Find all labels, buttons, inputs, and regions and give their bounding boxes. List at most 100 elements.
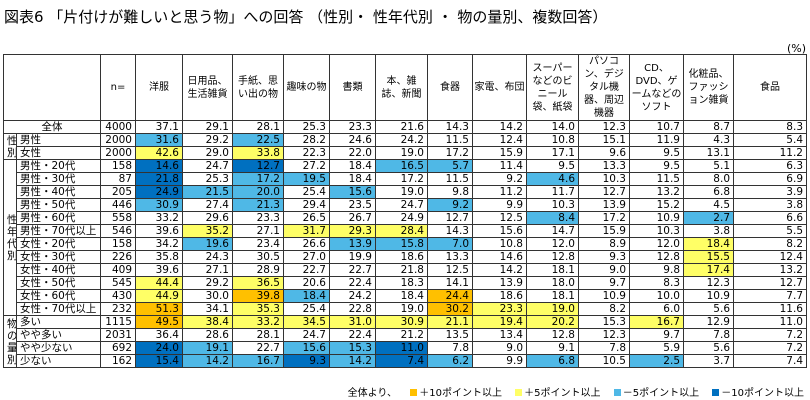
table-cell: 29.2	[182, 133, 233, 147]
table-cell: 24.4	[427, 289, 473, 303]
table-cell: 8.3	[733, 120, 807, 134]
table-cell: 6.0	[629, 302, 684, 316]
table-cell: 25.4	[283, 302, 330, 316]
legend-prefix: 全体より、	[347, 388, 398, 399]
table-cell: 9.0	[472, 341, 527, 355]
table-cell: 692	[100, 341, 136, 355]
table-cell: 5.4	[733, 133, 807, 147]
table-cell: 29.4	[283, 198, 330, 212]
table-cell: 44.9	[135, 289, 183, 303]
table-cell: 17.4	[683, 263, 734, 277]
table-cell: 23.3	[472, 302, 527, 316]
table-cell: 10.9	[629, 211, 684, 225]
table-cell: 21.8	[135, 172, 183, 186]
table-cell: 21.1	[427, 315, 473, 329]
table-cell: 10.3	[578, 172, 630, 186]
row-label: 女性・70代以上	[16, 302, 101, 316]
table-cell: 28.4	[375, 224, 428, 238]
legend-item-0: ＋10ポイント以上	[400, 388, 502, 399]
table-cell: 28.9	[232, 263, 284, 277]
table-cell: 15.6	[472, 224, 527, 238]
table-cell: 28.1	[232, 120, 284, 134]
table-cell: 30.5	[232, 250, 284, 264]
table-cell: 22.5	[232, 133, 284, 147]
table-cell: 87	[100, 172, 136, 186]
table-cell: 10.9	[683, 289, 734, 303]
table-cell: 30.9	[375, 315, 428, 329]
table-cell: 27.1	[182, 263, 233, 277]
column-header: 日用品、生活雑貨	[182, 54, 233, 121]
row-label: 男性・60代	[16, 211, 101, 225]
table-cell: 9.8	[629, 263, 684, 277]
table-cell: 2000	[100, 133, 136, 147]
table-cell: 28.6	[182, 328, 233, 342]
table-cell: 12.7	[232, 159, 284, 173]
table-cell: 31.0	[329, 315, 376, 329]
table-body: 全体 4000 37.1 29.1 28.1 25.3 23.3 21.6 14.3 14.2 14…	[3, 120, 807, 368]
row-label: 女性・20代	[16, 237, 101, 251]
table-cell: 9.5	[629, 159, 684, 173]
table-cell: 7.7	[733, 289, 807, 303]
table-cell: 14.6	[472, 250, 527, 264]
table-cell: 22.4	[329, 328, 376, 342]
column-header: 洋服	[135, 54, 183, 121]
table-cell: 11.6	[733, 302, 807, 316]
column-header: 本、雑誌、新聞	[375, 54, 428, 121]
table-cell: 12.0	[629, 237, 684, 251]
table-cell: 14.2	[329, 354, 376, 368]
column-header: 化粧品、ファッション雑貨	[683, 54, 734, 121]
table-cell: 17.2	[232, 172, 284, 186]
table-cell: 10.0	[629, 289, 684, 303]
row-label: 女性・30代	[16, 250, 101, 264]
table-cell: 16.7	[629, 315, 684, 329]
table-cell: 11.0	[733, 315, 807, 329]
legend-swatch	[712, 389, 720, 396]
table-cell: 15.3	[329, 341, 376, 355]
row-label: 女性	[16, 146, 101, 160]
table-cell: 15.8	[375, 237, 428, 251]
table-cell: 9.7	[629, 328, 684, 342]
table-cell: 25.3	[182, 172, 233, 186]
table-cell: 11.5	[427, 133, 473, 147]
table-cell: 7.0	[427, 237, 473, 251]
table-cell: 8.4	[526, 211, 579, 225]
row-label: 女性・60代	[16, 289, 101, 303]
table-cell: 14.3	[427, 120, 473, 134]
legend-item-1: ＋5ポイント以上	[505, 388, 601, 399]
table-cell: 13.5	[427, 328, 473, 342]
table-row: 性別男性 2000 31.6 29.2 22.5 28.2 24.6 24.2 11.5 12.4…	[3, 133, 807, 160]
table-cell: 15.3	[578, 315, 630, 329]
table-cell: 15.6	[283, 341, 330, 355]
table-cell: 8.0	[683, 172, 734, 186]
table-cell: 7.4	[375, 354, 428, 368]
table-cell: 13.4	[472, 328, 527, 342]
table-cell: 15.6	[329, 185, 376, 199]
table-cell: 9.9	[472, 354, 527, 368]
table-cell: 19.5	[283, 172, 330, 186]
table-cell: 18.4	[375, 289, 428, 303]
table-cell: 35.3	[232, 302, 284, 316]
table-cell: 9.8	[427, 185, 473, 199]
table-cell: 15.4	[135, 354, 183, 368]
table-cell: 9.7	[578, 276, 630, 290]
row-label: 女性・40代	[16, 263, 101, 277]
table-cell: 11.2	[733, 146, 807, 160]
table-row: 男性・70代以上 546 39.6 35.2 27.1 31.7 29.3 28.4 14.3 1…	[4, 224, 807, 238]
table-row: やや多い 2031 36.4 28.6 28.1 24.7 22.4 21.2 13.5 13.4…	[4, 328, 807, 342]
table-cell: 9.0	[578, 263, 630, 277]
row-label: 男性・30代	[16, 172, 101, 186]
table-cell: 4.3	[683, 133, 734, 147]
column-header: パソコン、デジタル機器、周辺機器	[578, 54, 630, 121]
table-cell: 7.2	[733, 341, 807, 355]
header-corner	[3, 54, 101, 121]
table-cell: 13.2	[629, 185, 684, 199]
table-cell: 24.9	[375, 211, 428, 225]
table-cell: 5.6	[683, 341, 734, 355]
table-cell: 17.2	[578, 211, 630, 225]
table-cell: 24.3	[182, 250, 233, 264]
row-label: 男性・40代	[16, 185, 101, 199]
table-cell: 13.9	[472, 276, 527, 290]
table-cell: 34.5	[283, 315, 330, 329]
table-cell: 15.5	[683, 250, 734, 264]
table-cell: 18.6	[375, 250, 428, 264]
